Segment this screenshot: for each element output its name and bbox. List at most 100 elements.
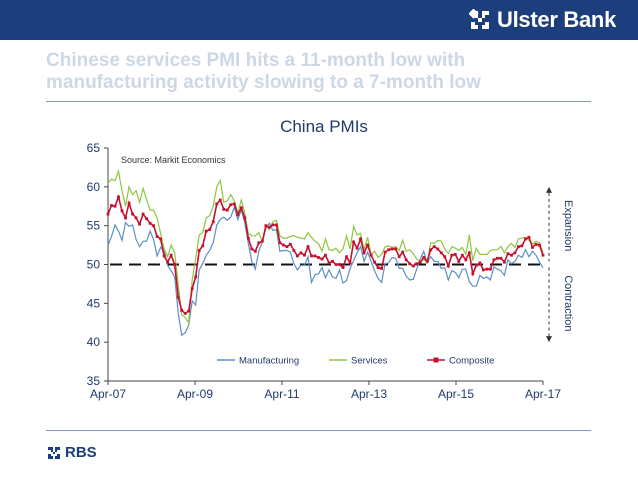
data-point: [218, 198, 222, 202]
data-point: [376, 266, 380, 270]
data-point: [320, 257, 324, 261]
y-tick-label: 65: [87, 141, 101, 155]
data-point: [397, 255, 401, 259]
data-point: [541, 253, 545, 257]
data-point: [538, 243, 541, 247]
data-point: [229, 203, 233, 207]
data-point: [303, 253, 306, 257]
data-point: [257, 241, 261, 245]
data-point: [506, 252, 510, 256]
slide-title: Chinese services PMI hits a 11-month low…: [46, 50, 606, 94]
x-tick-label: Apr-11: [264, 387, 299, 401]
y-tick-label: 40: [87, 335, 101, 349]
data-point: [267, 225, 271, 229]
data-point: [513, 251, 517, 255]
data-point: [317, 256, 320, 259]
data-point: [289, 242, 292, 246]
data-point: [225, 208, 229, 212]
y-tick-label: 45: [87, 296, 101, 310]
data-point: [341, 266, 345, 270]
data-point: [138, 222, 141, 226]
data-point: [418, 260, 422, 264]
data-point: [355, 246, 359, 250]
data-point: [239, 206, 243, 210]
slide-title-line-2: manufacturing activity slowing to a 7-mo…: [46, 72, 481, 93]
header-bar: [0, 0, 638, 40]
data-point: [348, 261, 352, 265]
series-services: [107, 169, 544, 325]
x-axis: Apr-07 Apr-09 Apr-11 Apr-13 Apr-15 Apr-17: [90, 380, 561, 401]
data-point: [492, 258, 496, 262]
data-point: [415, 262, 419, 266]
data-point: [148, 221, 152, 225]
title-divider: [46, 101, 591, 102]
x-tick-label: Apr-15: [438, 387, 474, 401]
x-tick-label: Apr-17: [525, 387, 561, 401]
data-point: [274, 223, 278, 227]
data-point: [110, 204, 113, 207]
y-tick-label: 60: [87, 180, 101, 194]
y-tick-label: 50: [87, 258, 101, 272]
data-point: [282, 243, 285, 247]
data-point: [534, 242, 538, 246]
data-point: [232, 202, 236, 206]
data-point: [373, 260, 377, 264]
data-point: [327, 261, 331, 265]
data-point: [453, 253, 457, 256]
data-point: [310, 254, 313, 258]
data-point: [246, 236, 250, 240]
data-point: [383, 250, 387, 254]
data-point: [211, 220, 215, 224]
data-point: [485, 267, 489, 271]
data-point: [345, 255, 348, 259]
data-point: [380, 266, 384, 270]
data-point: [499, 256, 503, 260]
data-point: [187, 309, 191, 313]
data-point: [166, 260, 170, 264]
data-point: [527, 235, 531, 239]
data-point: [464, 258, 468, 262]
chart-area: China PMIs 35 40 45 50 55 60 65 Apr-07 Apr-09 Ap…: [40, 108, 600, 418]
y-tick-label: 55: [87, 219, 101, 233]
data-point: [292, 249, 296, 252]
data-point: [478, 261, 482, 265]
data-point: [520, 244, 524, 248]
data-point: [359, 237, 362, 241]
series-manufacturing: [107, 204, 544, 337]
data-point: [201, 244, 205, 248]
data-point: [260, 239, 264, 243]
data-point: [429, 248, 433, 252]
data-point: [127, 201, 131, 205]
data-point: [215, 202, 219, 206]
data-point: [250, 247, 254, 251]
data-point: [457, 259, 461, 263]
legend-marker: [433, 357, 439, 363]
bank-emblem-icon: [469, 9, 490, 29]
data-point: [222, 207, 226, 211]
data-point: [106, 212, 110, 216]
data-point: [134, 216, 138, 220]
y-tick-label: 35: [87, 374, 101, 388]
x-tick-label: Apr-09: [177, 387, 213, 401]
data-point: [408, 262, 412, 266]
data-point: [387, 248, 391, 252]
data-point: [425, 259, 429, 263]
data-point: [531, 246, 534, 249]
data-point: [208, 228, 212, 231]
data-point: [439, 251, 443, 255]
expansion-arrow-head: [546, 186, 552, 193]
series-composite: [106, 194, 545, 315]
data-point: [243, 216, 247, 220]
data-point: [197, 249, 201, 252]
data-point: [467, 251, 471, 255]
data-point: [141, 212, 145, 216]
data-point: [362, 251, 366, 255]
data-point: [162, 254, 166, 258]
data-point: [450, 253, 454, 257]
rbs-name: RBS: [65, 444, 97, 461]
data-point: [285, 245, 289, 249]
data-point: [253, 249, 257, 253]
data-point: [481, 268, 485, 272]
footer-divider: [46, 430, 591, 431]
data-point: [488, 267, 492, 271]
